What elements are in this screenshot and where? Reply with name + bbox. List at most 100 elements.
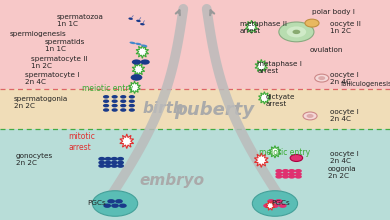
Circle shape	[307, 114, 314, 118]
Ellipse shape	[135, 43, 142, 45]
Circle shape	[129, 99, 135, 103]
Circle shape	[112, 108, 118, 112]
Polygon shape	[129, 81, 140, 93]
Text: dictyate
arrest: dictyate arrest	[265, 94, 295, 107]
Circle shape	[275, 172, 282, 176]
Circle shape	[117, 161, 124, 165]
Circle shape	[120, 95, 126, 99]
Circle shape	[292, 30, 300, 34]
Circle shape	[318, 76, 325, 80]
Circle shape	[282, 175, 289, 179]
Text: gonocytes
2n 2C: gonocytes 2n 2C	[16, 153, 53, 166]
Circle shape	[103, 204, 111, 208]
Circle shape	[112, 99, 118, 103]
Text: folliculogenesis: folliculogenesis	[341, 81, 390, 87]
Circle shape	[267, 199, 275, 204]
Circle shape	[275, 199, 283, 204]
Circle shape	[295, 169, 302, 173]
Circle shape	[92, 191, 138, 216]
Circle shape	[282, 172, 289, 176]
Circle shape	[105, 161, 112, 165]
Circle shape	[129, 95, 135, 99]
Circle shape	[132, 59, 141, 65]
Text: oocyte I
2n 4C: oocyte I 2n 4C	[330, 109, 358, 122]
Circle shape	[112, 104, 118, 107]
Circle shape	[120, 99, 126, 103]
Text: birth: birth	[143, 101, 185, 116]
Circle shape	[111, 164, 118, 168]
Circle shape	[98, 161, 105, 165]
Polygon shape	[245, 20, 258, 33]
Circle shape	[275, 175, 282, 179]
Circle shape	[129, 108, 135, 112]
Circle shape	[140, 59, 150, 65]
Circle shape	[98, 157, 105, 161]
Circle shape	[117, 164, 124, 168]
Ellipse shape	[140, 23, 145, 25]
Circle shape	[103, 104, 109, 107]
Text: polar body I: polar body I	[312, 9, 355, 15]
Polygon shape	[132, 63, 145, 76]
Circle shape	[105, 157, 112, 161]
Text: metaphase II
arrest: metaphase II arrest	[240, 21, 287, 34]
Text: PGCs: PGCs	[88, 200, 106, 206]
Circle shape	[115, 199, 123, 204]
Text: meiotic entry: meiotic entry	[259, 148, 310, 157]
Circle shape	[287, 26, 306, 37]
Text: PGCs: PGCs	[271, 200, 290, 206]
Text: oogonia
2n 2C: oogonia 2n 2C	[328, 166, 356, 179]
Circle shape	[103, 95, 109, 99]
Circle shape	[131, 74, 142, 81]
Circle shape	[279, 22, 314, 42]
Circle shape	[305, 19, 319, 27]
Circle shape	[279, 204, 287, 208]
Text: spermiogenesis: spermiogenesis	[10, 31, 67, 37]
Text: oocyte I
2n 4C: oocyte I 2n 4C	[330, 72, 358, 85]
Text: puberty: puberty	[174, 101, 255, 119]
Text: metaphase I
arrest: metaphase I arrest	[257, 61, 302, 74]
Circle shape	[103, 99, 109, 103]
Circle shape	[295, 175, 302, 179]
Polygon shape	[254, 153, 268, 167]
Text: spermatogonia
2n 2C: spermatogonia 2n 2C	[14, 96, 68, 109]
Circle shape	[117, 157, 124, 161]
Ellipse shape	[128, 17, 133, 20]
Circle shape	[111, 157, 118, 161]
FancyBboxPatch shape	[0, 129, 390, 220]
Circle shape	[282, 169, 289, 173]
Circle shape	[112, 95, 118, 99]
Text: meiotic entry: meiotic entry	[82, 84, 133, 93]
Circle shape	[252, 191, 298, 216]
Circle shape	[98, 164, 105, 168]
Circle shape	[315, 74, 329, 82]
Circle shape	[290, 154, 303, 161]
Text: oocyte II
1n 2C: oocyte II 1n 2C	[330, 21, 360, 34]
Circle shape	[129, 104, 135, 107]
Ellipse shape	[129, 42, 136, 44]
Polygon shape	[136, 45, 149, 58]
Circle shape	[103, 108, 109, 112]
Circle shape	[119, 204, 127, 208]
Circle shape	[120, 108, 126, 112]
FancyBboxPatch shape	[0, 89, 390, 129]
Circle shape	[263, 204, 271, 208]
FancyBboxPatch shape	[0, 0, 390, 89]
Polygon shape	[120, 134, 134, 148]
Circle shape	[288, 169, 295, 173]
Ellipse shape	[141, 44, 147, 47]
Circle shape	[120, 104, 126, 107]
Circle shape	[303, 112, 317, 120]
Circle shape	[275, 169, 282, 173]
Text: embryo: embryo	[139, 173, 204, 188]
Text: spermatocyte II
1n 2C: spermatocyte II 1n 2C	[31, 56, 88, 69]
Text: mitotic
arrest: mitotic arrest	[68, 132, 95, 152]
Text: spermatocyte I
2n 4C: spermatocyte I 2n 4C	[25, 72, 80, 85]
Polygon shape	[255, 59, 268, 73]
Circle shape	[288, 172, 295, 176]
Circle shape	[105, 164, 112, 168]
Polygon shape	[269, 146, 281, 158]
Text: oocyte I
2n 4C: oocyte I 2n 4C	[330, 151, 358, 164]
Circle shape	[111, 204, 119, 208]
Text: ovulation: ovulation	[310, 46, 344, 53]
Circle shape	[295, 172, 302, 176]
